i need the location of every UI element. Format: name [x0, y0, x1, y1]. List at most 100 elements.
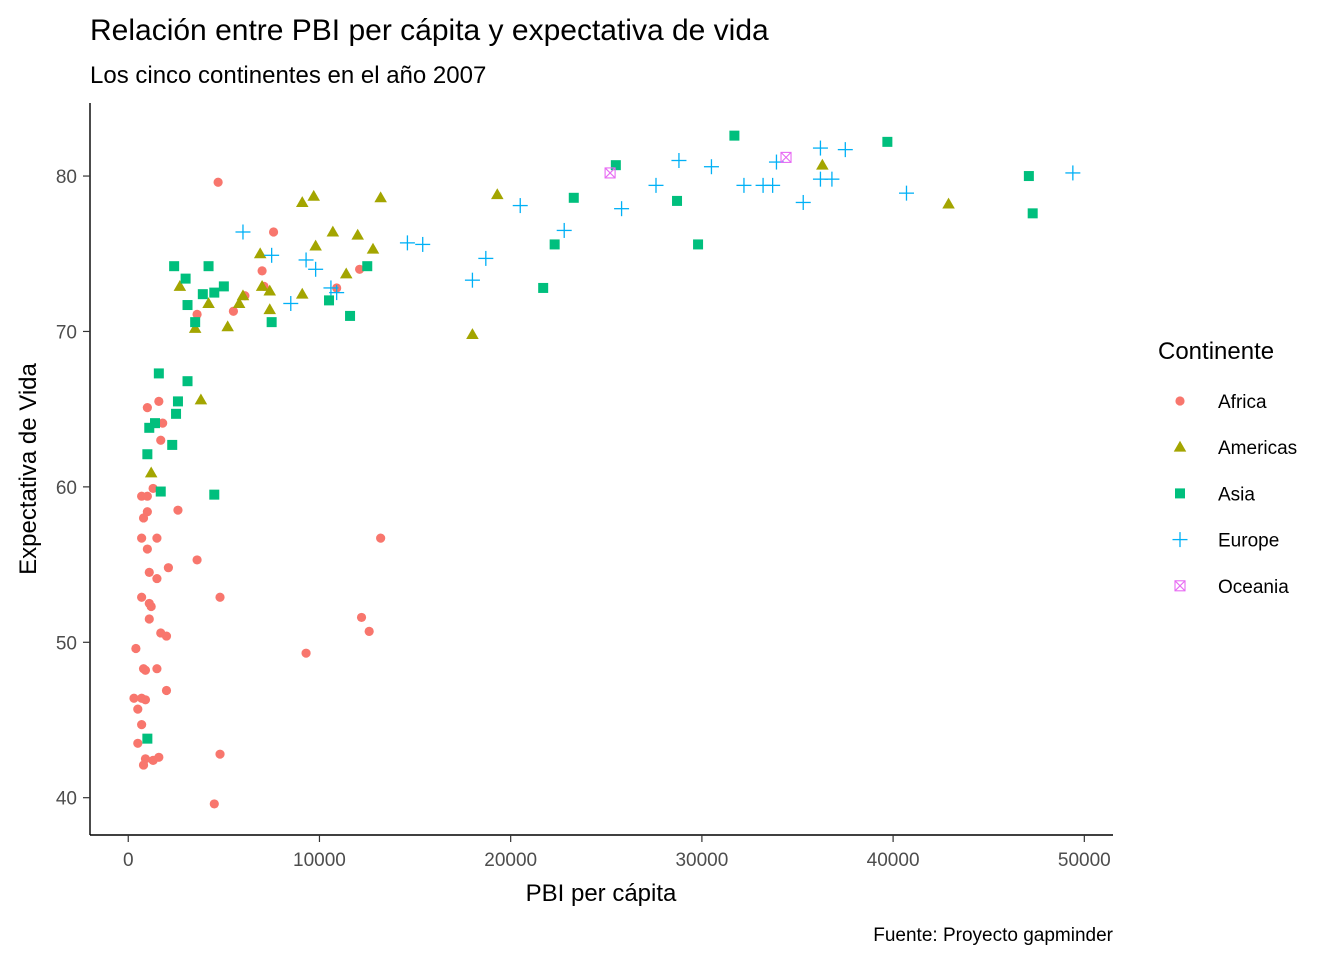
data-point-americas: [255, 279, 269, 291]
data-point-asia: [672, 195, 683, 206]
data-point-africa: [301, 648, 311, 658]
y-tick-label: 60: [56, 478, 77, 499]
data-point-europe: [837, 142, 853, 158]
data-point-africa: [154, 396, 164, 406]
data-point-africa: [213, 177, 223, 187]
data-point-americas: [309, 239, 322, 251]
data-point-africa: [133, 704, 143, 714]
data-point-americas: [351, 228, 364, 240]
chart-subtitle: Los cinco continentes en el año 2007: [90, 62, 486, 89]
y-ticks: 40 50 60 70 80: [56, 167, 90, 810]
data-point-americas: [202, 297, 215, 308]
y-axis-title: Expectativa de Vida: [15, 363, 42, 575]
legend-item-africa: Africa: [1175, 392, 1267, 413]
data-point-africa: [355, 264, 365, 274]
data-point-africa: [131, 643, 141, 654]
chart-caption: Fuente: Proyecto gapminder: [873, 925, 1113, 946]
data-point-europe: [765, 177, 781, 193]
data-point-americas: [236, 289, 250, 301]
data-point-africa: [142, 507, 152, 517]
data-point-asia: [729, 130, 740, 141]
legend-label: Oceania: [1218, 577, 1289, 598]
data-point-africa: [152, 533, 162, 543]
data-point-americas: [295, 196, 309, 207]
data-point-americas: [366, 242, 380, 254]
data-point-asia: [218, 281, 229, 292]
y-tick-label: 70: [56, 322, 77, 343]
data-point-europe: [614, 201, 630, 217]
data-point-africa: [268, 227, 279, 237]
data-point-americas: [173, 279, 187, 291]
data-point-americas: [263, 284, 277, 296]
data-point-africa: [215, 749, 225, 759]
data-point-europe: [298, 252, 314, 268]
legend-label: Americas: [1218, 438, 1297, 459]
data-point-europe: [703, 159, 719, 175]
data-point-europe: [671, 153, 687, 169]
data-point-europe: [283, 295, 299, 311]
data-point-asia: [345, 310, 356, 321]
data-point-africa: [192, 555, 202, 565]
data-point-europe: [556, 222, 572, 238]
data-point-asia: [538, 282, 549, 293]
data-point-africa: [148, 483, 158, 494]
data-point-americas: [466, 328, 479, 340]
data-point-europe: [648, 177, 664, 193]
data-point-africa: [144, 598, 154, 609]
legend-label: Asia: [1218, 484, 1255, 505]
data-point-europe: [824, 171, 840, 187]
data-point-africa: [161, 685, 172, 696]
data-point-africa: [142, 491, 152, 501]
data-point-asia: [153, 368, 164, 379]
data-point-americas: [188, 321, 202, 333]
data-point-americas: [221, 320, 234, 332]
x-tick-label: 40000: [867, 850, 920, 871]
data-point-americas: [194, 393, 208, 405]
data-point-africa: [376, 533, 386, 543]
data-point-africa: [215, 592, 225, 602]
data-point-europe: [235, 224, 251, 240]
legend-key-americas: [1173, 440, 1187, 452]
data-point-europe: [478, 250, 494, 266]
legend-key-europe: [1172, 532, 1188, 548]
data-point-asia: [155, 486, 166, 497]
data-point-asia: [1027, 208, 1038, 219]
data-point-asia: [1023, 171, 1034, 182]
data-point-asia: [182, 300, 193, 311]
data-point-asia: [142, 449, 153, 460]
data-point-asia: [549, 239, 560, 250]
legend-label: Africa: [1218, 392, 1267, 413]
data-point-asia: [362, 261, 373, 272]
data-point-americas: [253, 247, 267, 259]
data-point-africa: [154, 752, 164, 762]
data-point-africa: [133, 738, 143, 748]
data-point-asia: [180, 273, 191, 284]
x-tick-label: 30000: [675, 850, 728, 871]
data-point-americas: [339, 267, 353, 279]
data-point-africa: [209, 799, 219, 809]
data-point-asia: [610, 160, 621, 171]
data-point-africa: [192, 309, 202, 319]
data-point-asia: [142, 733, 153, 744]
data-point-europe: [795, 194, 811, 210]
data-point-europe: [736, 177, 752, 193]
data-point-asia: [182, 376, 193, 387]
data-point-africa: [257, 266, 267, 276]
data-point-europe: [1065, 165, 1081, 181]
legend-title: Continente: [1158, 338, 1274, 365]
legend-items: Africa Americas Asia Europe Oceania: [1172, 392, 1297, 598]
data-point-americas: [307, 189, 320, 201]
data-point-americas: [232, 297, 246, 308]
data-point-asia: [144, 422, 155, 433]
data-point-europe: [464, 272, 480, 288]
data-point-asia: [693, 239, 704, 250]
data-point-africa: [142, 544, 152, 554]
data-point-europe: [399, 235, 415, 251]
data-point-africa: [152, 664, 162, 674]
data-point-africa: [140, 695, 151, 705]
data-point-africa: [140, 665, 151, 675]
legend-key-asia: [1175, 488, 1185, 499]
data-point-europe: [512, 198, 528, 214]
data-point-africa: [364, 626, 374, 637]
